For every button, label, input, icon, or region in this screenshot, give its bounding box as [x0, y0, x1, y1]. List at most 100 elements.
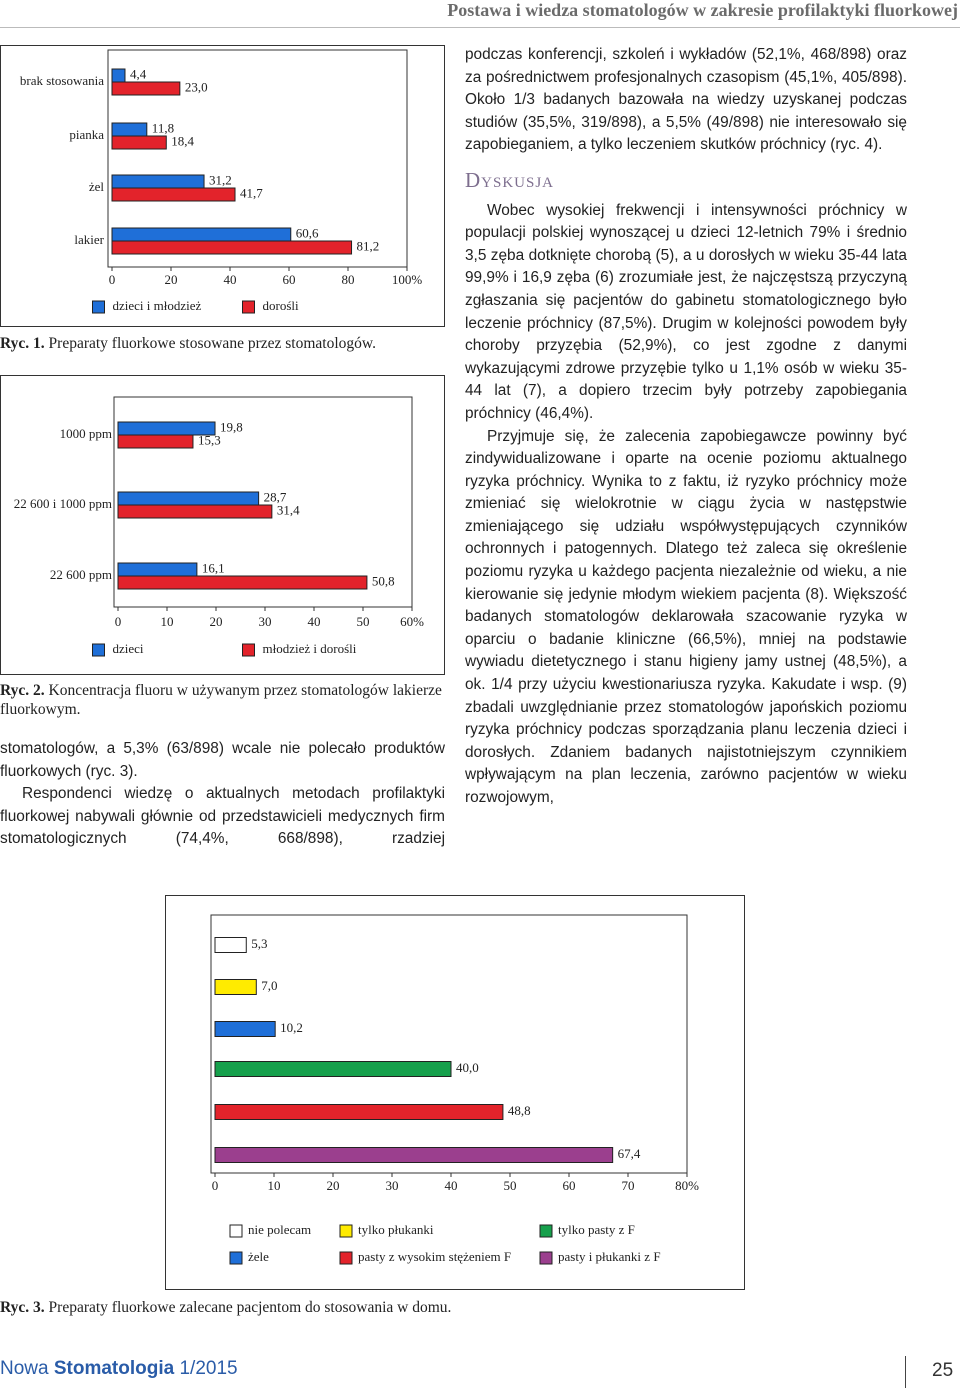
- legend-label: tylko pasty z F: [558, 1222, 635, 1237]
- paragraph: stomatologów, a 5,3% (63/898) wcale nie …: [0, 740, 445, 780]
- value-label: 5,3: [251, 936, 267, 951]
- legend-label: młodzież i dorośli: [263, 641, 357, 656]
- footer: Nowa Stomatologia 1/2015: [0, 1358, 238, 1380]
- legend-swatch: [242, 643, 255, 657]
- bar: [111, 227, 292, 242]
- paragraph: Respondenci wiedzę o aktualnych metodach…: [0, 785, 445, 848]
- legend-swatch: [242, 300, 255, 314]
- value-label: 7,0: [261, 978, 277, 993]
- section-heading: Dyskusja: [465, 167, 555, 192]
- figure-1-caption: Ryc. 1. Preparaty fluorkowe stosowane pr…: [0, 334, 445, 353]
- y-tick-label: pianka: [69, 127, 104, 142]
- bar: [117, 491, 260, 506]
- paragraph: Wobec wysokiej frekwencji i intensywnośc…: [465, 201, 907, 422]
- legend-label: pasty z wysokim stężeniem F: [358, 1249, 511, 1264]
- value-label: 11,8: [152, 120, 174, 135]
- x-tick-label: 30: [386, 1178, 399, 1193]
- x-tick-label: 40: [224, 272, 237, 287]
- figure-2-caption: Ryc. 2. Koncentracja fluoru w używanym p…: [0, 681, 445, 719]
- value-label: 31,2: [209, 172, 232, 187]
- legend-label: pasty i płukanki z F: [558, 1249, 661, 1264]
- plot-frame: [113, 396, 413, 608]
- legend-swatch: [229, 1251, 243, 1265]
- left-column: stomatologów, a 5,3% (63/898) wcale nie …: [0, 738, 445, 851]
- bar: [111, 240, 353, 255]
- bar: [214, 1061, 452, 1077]
- paragraph: podczas konferencji, szkoleń i wykładów …: [465, 46, 907, 154]
- caption-label: Ryc. 2.: [0, 682, 45, 699]
- figure-2-chart: 0 10 20 30 40 50 60% 1000 ppm 19,815,3 22 600 i 1…: [0, 375, 445, 675]
- legend-swatch: [539, 1251, 553, 1265]
- bar: [214, 1104, 504, 1120]
- y-tick-label: 22 600 i 1000 ppm: [14, 496, 112, 511]
- value-label: 19,8: [220, 419, 243, 434]
- legend-swatch: [539, 1224, 553, 1238]
- legend-label: dzieci i młodzież: [113, 298, 202, 313]
- value-label: 81,2: [357, 238, 380, 253]
- x-tick-label: 60: [563, 1178, 576, 1193]
- paragraph: Przyjmuje się, że zalecenia zapobiegawcz…: [465, 427, 907, 807]
- value-label: 16,1: [202, 560, 225, 575]
- figure-3-chart: 0 10 20 30 40 50 60 70 80% 5,3 nie polecam 7,0 tylko…: [165, 895, 745, 1290]
- legend-label: nie polecam: [248, 1222, 311, 1237]
- x-tick-label: 10: [268, 1178, 281, 1193]
- value-label: 50,8: [372, 573, 395, 588]
- x-tick-label: 30: [259, 614, 272, 629]
- legend-swatch: [92, 643, 105, 657]
- figure-3-caption: Ryc. 3. Preparaty fluorkowe zalecane pac…: [0, 1298, 700, 1317]
- value-label: 40,0: [456, 1060, 479, 1075]
- plot-frame: [210, 914, 688, 1174]
- caption-text: Koncentracja fluoru w używanym przez sto…: [0, 682, 442, 718]
- x-tick-label: 50: [504, 1178, 517, 1193]
- x-tick-label: 20: [327, 1178, 340, 1193]
- y-tick-label: żel: [89, 179, 105, 194]
- value-label: 10,2: [280, 1020, 303, 1035]
- bar: [117, 434, 194, 449]
- legend-swatch: [92, 300, 105, 314]
- figure-frame: [165, 895, 745, 1290]
- x-tick-label: 100%: [392, 272, 423, 287]
- bar: [111, 174, 205, 189]
- y-tick-label: brak stosowania: [20, 73, 104, 88]
- x-tick-label: 20: [165, 272, 178, 287]
- y-tick-label: 1000 ppm: [60, 426, 112, 441]
- bar: [111, 122, 148, 137]
- bar: [214, 1021, 276, 1037]
- value-label: 41,7: [240, 185, 263, 200]
- legend-label: żele: [248, 1249, 269, 1264]
- legend-swatch: [339, 1251, 353, 1265]
- journal-name: Stomatologia: [53, 1358, 175, 1379]
- value-label: 67,4: [618, 1146, 641, 1161]
- y-tick-label: lakier: [74, 232, 104, 247]
- x-tick-label: 0: [212, 1178, 219, 1193]
- value-label: 23,0: [185, 79, 208, 94]
- plot-frame: [107, 49, 408, 268]
- x-tick-label: 20: [210, 614, 223, 629]
- legend-label: dorośli: [263, 298, 300, 313]
- running-header: Postawa i wiedza stomatologów w zakresie…: [447, 0, 958, 20]
- figure-frame: [0, 45, 445, 327]
- caption-label: Ryc. 1.: [0, 335, 45, 352]
- value-label: 28,7: [264, 489, 287, 504]
- header-rule: [0, 27, 960, 28]
- bar: [214, 1147, 614, 1163]
- legend-label: tylko płukanki: [358, 1222, 434, 1237]
- bar: [117, 562, 198, 577]
- x-tick-label: 60%: [400, 614, 424, 629]
- figure-1-chart: 0 20 40 60 80 100% brak stosowania 4,4 23,0 piank…: [0, 45, 445, 327]
- value-label: 18,4: [171, 133, 194, 148]
- bar: [214, 979, 257, 995]
- caption-text: Preparaty fluorkowe stosowane przez stom…: [48, 335, 376, 352]
- bar: [111, 187, 236, 202]
- value-label: 48,8: [508, 1103, 531, 1118]
- value-label: 4,4: [130, 66, 147, 81]
- journal-name: Nowa: [0, 1358, 49, 1379]
- x-tick-label: 60: [283, 272, 296, 287]
- right-column: podczas konferencji, szkoleń i wykładów …: [465, 44, 907, 810]
- legend-swatch: [229, 1224, 243, 1238]
- value-label: 31,4: [277, 502, 300, 517]
- bar: [117, 504, 273, 519]
- value-label: 15,3: [198, 432, 221, 447]
- page-number: 25: [932, 1360, 954, 1381]
